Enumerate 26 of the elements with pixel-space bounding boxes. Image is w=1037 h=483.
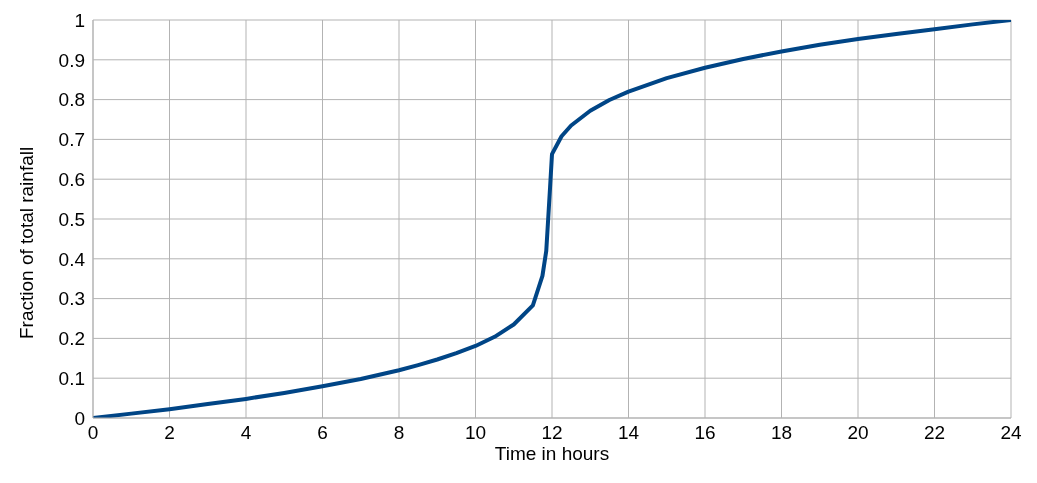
x-tick-label: 8 [393, 422, 405, 444]
x-tick-label: 22 [923, 422, 946, 444]
x-axis-title: Time in hours [494, 443, 610, 464]
y-tick-label: 0.1 [58, 367, 85, 389]
x-tick-label: 10 [464, 422, 487, 444]
y-tick-label: 0.8 [58, 89, 85, 111]
x-tick-label: 12 [541, 422, 563, 444]
x-tick-label: 20 [847, 422, 869, 444]
y-tick-label: 0 [74, 407, 85, 429]
x-tick-label: 4 [240, 422, 252, 444]
x-tick-label: 14 [617, 422, 640, 444]
y-tick-label: 0.9 [58, 49, 85, 71]
x-tick-label: 18 [770, 422, 793, 444]
x-tick-label: 24 [1000, 422, 1022, 444]
y-tick-label: 0.4 [58, 248, 86, 270]
y-tick-label: 1 [74, 9, 85, 31]
y-tick-label: 0.3 [58, 288, 85, 310]
y-tick-label: 0.6 [58, 168, 85, 190]
y-tick-label: 0.2 [58, 328, 85, 350]
y-tick-label: 0.7 [58, 129, 85, 151]
line-series [93, 20, 1011, 418]
x-tick-label: 16 [694, 422, 716, 444]
y-axis-title: Fraction of total rainfall [15, 146, 37, 339]
x-tick-label: 6 [317, 422, 328, 444]
y-tick-label: 0.5 [58, 208, 85, 230]
x-tick-label: 2 [164, 422, 175, 444]
